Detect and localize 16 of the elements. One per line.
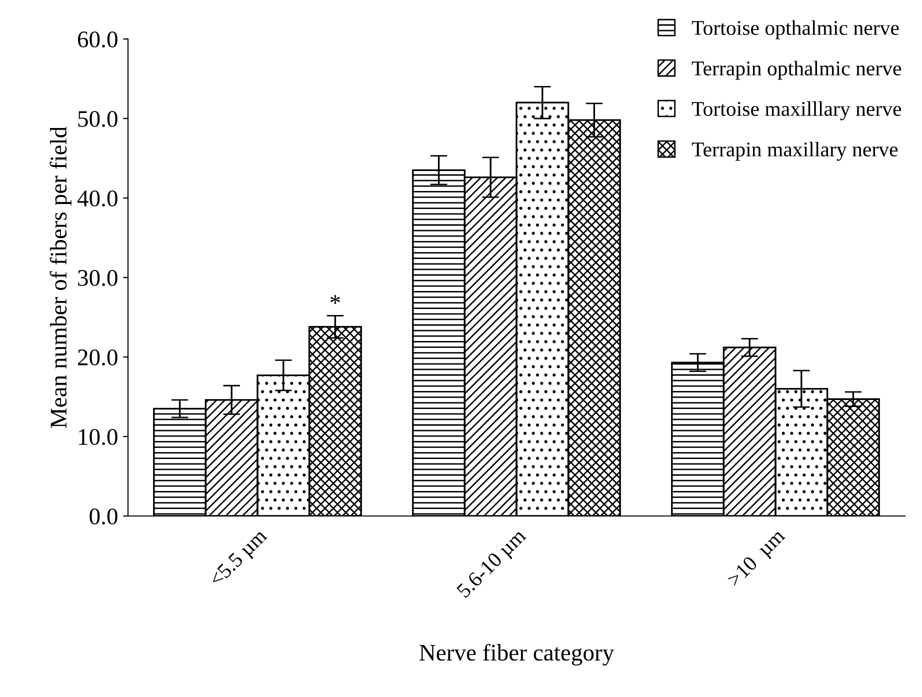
- y-tick-label: 20.0: [78, 349, 118, 366]
- y-tick-label: 10.0: [79, 428, 118, 446]
- legend-label: Tortoise opthalmic nerve: [692, 20, 899, 40]
- x-tick-label: <5.5 µm: [208, 528, 271, 590]
- legend-label: Terrapin opthalmic nerve: [692, 60, 902, 80]
- y-tick-label: 60.0: [78, 31, 118, 48]
- x-axis-title: Nerve fiber category: [420, 644, 614, 666]
- y-tick-label: 50.0: [78, 110, 118, 128]
- legend-label: Tortoise maxilllary nerve: [692, 101, 902, 120]
- y-tick-label: 0.0: [90, 508, 118, 525]
- y-tick-label: 40.0: [77, 190, 118, 207]
- legend-label: Terrapin maxillary nerve: [692, 142, 898, 161]
- y-axis-title: Mean number of fibers per field: [50, 126, 72, 428]
- x-tick-label: >10 µm: [726, 528, 789, 590]
- y-tick-label: 30.0: [78, 270, 118, 286]
- annotation: *: [330, 295, 340, 304]
